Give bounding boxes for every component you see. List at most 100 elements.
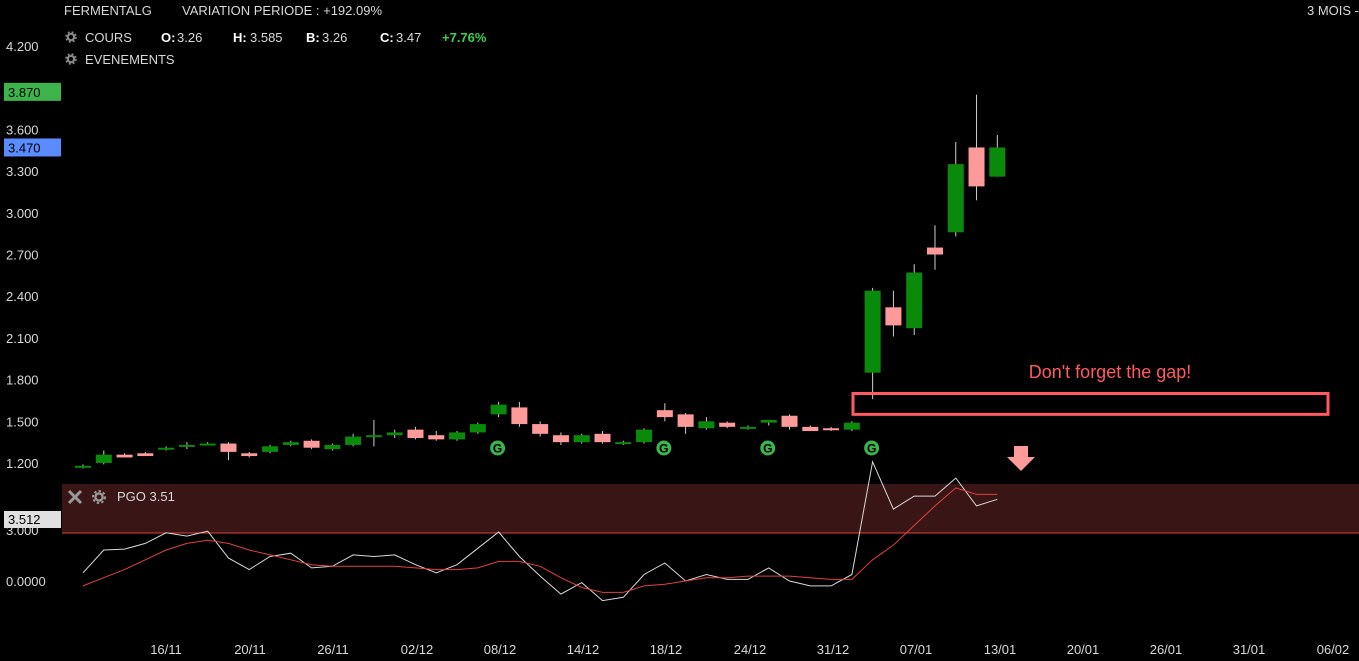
high-label: H: — [233, 30, 247, 45]
candle — [636, 428, 653, 444]
candle — [594, 431, 611, 444]
high-value: 3.585 — [250, 30, 283, 45]
candle-body — [137, 453, 154, 457]
y-tick-label: 2.400 — [6, 289, 39, 304]
events-label: EVENEMENTS — [85, 52, 175, 67]
indicator-label: PGO 3.51 — [117, 489, 175, 504]
candle-body — [241, 453, 258, 457]
event-marker[interactable]: G — [490, 440, 506, 456]
y-tick-label: 2.100 — [6, 331, 39, 346]
event-marker[interactable]: G — [864, 440, 880, 456]
open-label: O: — [161, 30, 175, 45]
candle-body — [158, 447, 175, 450]
candle — [968, 94, 985, 201]
candle-body — [947, 164, 964, 233]
symbol-label: FERMENTALG — [64, 3, 152, 18]
candle-body — [594, 433, 611, 443]
signal-line — [82, 487, 998, 593]
candle — [823, 426, 840, 432]
candles — [75, 94, 1006, 469]
event-marker-circle[interactable] — [760, 440, 776, 456]
close-icon[interactable] — [67, 489, 83, 505]
gear-icon[interactable] — [65, 31, 77, 43]
y-tick-label: 1.800 — [6, 373, 39, 388]
x-tick-label: 18/12 — [650, 642, 683, 657]
candle-body — [178, 444, 195, 447]
indicator-gear-icon[interactable] — [92, 490, 106, 504]
y-tick-label: 1.200 — [6, 456, 39, 471]
candle — [158, 446, 175, 451]
x-tick-label: 24/12 — [734, 642, 767, 657]
candle — [262, 444, 279, 454]
candle-body — [345, 436, 362, 445]
candle-body — [802, 426, 819, 432]
candle-body — [677, 414, 694, 427]
candle — [926, 225, 943, 270]
x-tick-label: 16/11 — [150, 642, 182, 657]
events-gear-icon[interactable] — [65, 53, 77, 65]
candle-body — [324, 444, 341, 450]
candle — [615, 440, 632, 445]
x-tick-label: 26/01 — [1150, 642, 1183, 657]
candle — [449, 431, 466, 441]
candle-body — [75, 465, 91, 468]
candle-body — [262, 446, 279, 452]
bid-label: B: — [306, 30, 320, 45]
candle-body — [282, 442, 299, 445]
x-tick-label: 20/01 — [1067, 642, 1100, 657]
candle — [95, 450, 112, 465]
variation-label: VARIATION PERIODE : +192.09% — [182, 3, 382, 18]
price-marker-bg — [4, 82, 61, 101]
candle — [469, 422, 486, 434]
event-marker-letter: G — [763, 442, 772, 456]
candle-body — [116, 454, 133, 458]
close-value: 3.47 — [396, 30, 421, 45]
candle — [698, 417, 715, 430]
event-marker-letter: G — [493, 442, 502, 456]
candle-body — [386, 432, 403, 436]
event-marker[interactable]: G — [656, 440, 672, 456]
candle — [75, 464, 91, 469]
x-tick-label: 13/01 — [984, 642, 1017, 657]
y-tick-label: 3.000 — [6, 206, 39, 221]
candle — [428, 431, 445, 441]
event-marker-circle[interactable] — [656, 440, 672, 456]
candle-body — [656, 410, 673, 418]
candle-body — [511, 407, 528, 425]
candle-body — [615, 442, 632, 445]
candle — [677, 412, 694, 434]
indicator-panel-header — [62, 484, 1359, 533]
candle — [843, 421, 860, 432]
price-marker-bg — [4, 138, 61, 157]
candle-body — [781, 415, 798, 427]
candle — [760, 419, 777, 426]
price-markers: 3.870 3.470 — [4, 82, 61, 157]
indicator-tick-zero: 0.0000 — [6, 574, 46, 589]
candle — [220, 442, 237, 461]
gap-annotation-box — [851, 392, 1330, 416]
period-selector[interactable]: 3 MOIS - — [1307, 3, 1359, 18]
candle — [137, 451, 154, 457]
candle-body — [719, 422, 736, 427]
event-marker-circle[interactable] — [864, 440, 880, 456]
candle-body — [449, 432, 466, 440]
candle — [345, 433, 362, 447]
indicator-marker-bg — [4, 511, 61, 528]
arrow-down-icon — [1007, 446, 1035, 471]
y-tick-label: 3.300 — [6, 164, 39, 179]
event-marker-letter: G — [659, 442, 668, 456]
price-marker-label: 3.870 — [8, 85, 41, 100]
candle-body — [843, 422, 860, 430]
change-value: +7.76% — [442, 30, 487, 45]
candle-body — [989, 147, 1006, 177]
candle — [781, 414, 798, 430]
x-tick-label: 26/11 — [317, 642, 349, 657]
event-marker[interactable]: G — [760, 440, 776, 456]
event-marker-circle[interactable] — [490, 440, 506, 456]
indicator-tick-high: 3.000 — [6, 523, 39, 538]
x-tick-label: 31/12 — [817, 642, 850, 657]
candle-body — [469, 424, 486, 433]
y-tick-label: 2.700 — [6, 248, 39, 263]
